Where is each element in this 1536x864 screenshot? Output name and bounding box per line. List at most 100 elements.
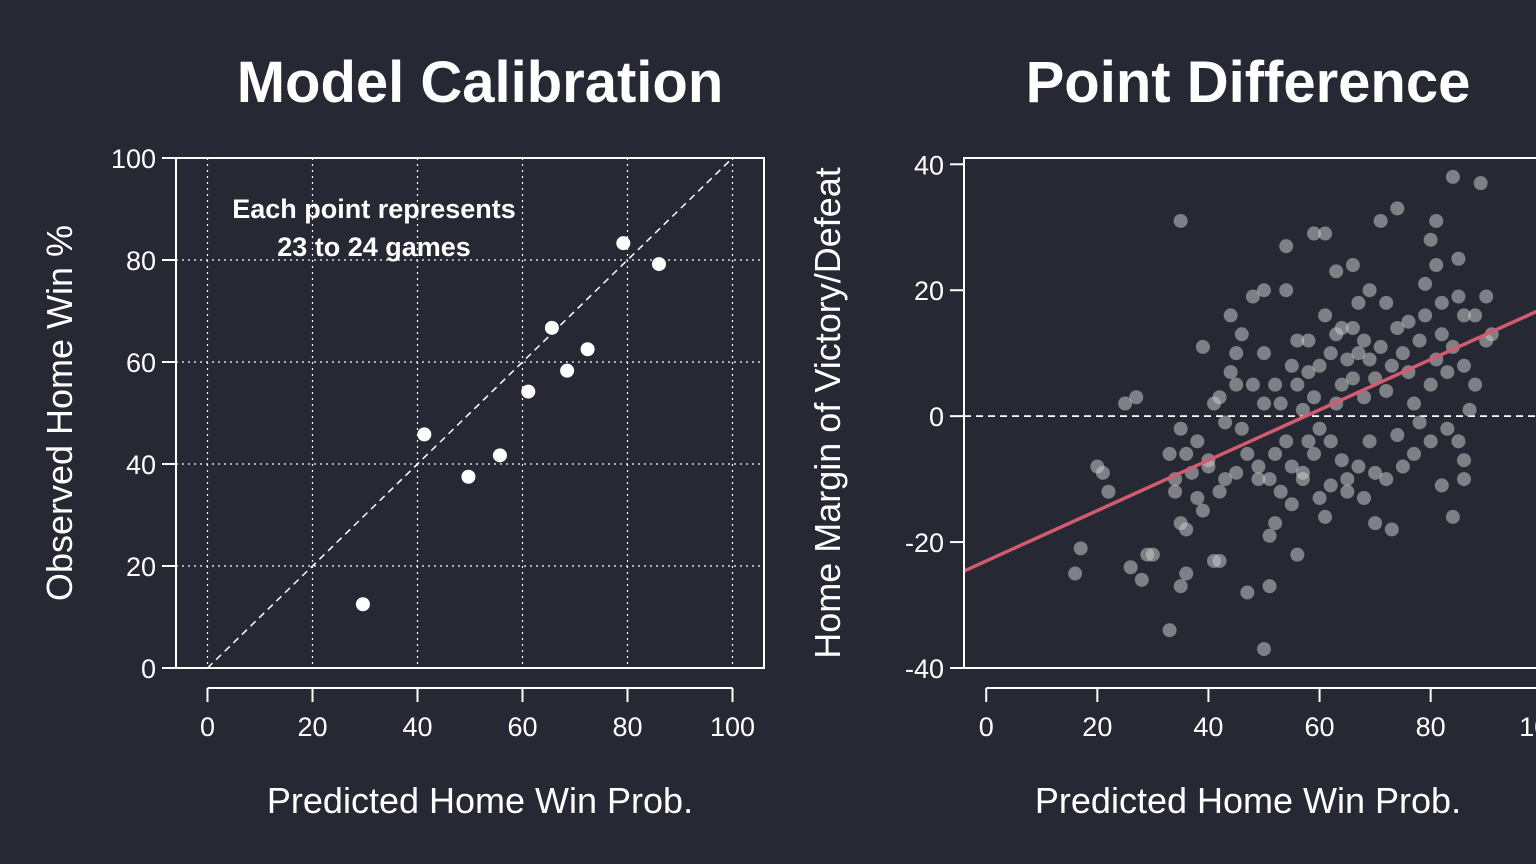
data-point [1123,560,1138,575]
data-point [1379,472,1394,487]
y-tick-label: 0 [141,654,156,684]
y-tick-label: 0 [929,402,944,432]
x-tick-label: 80 [612,712,642,742]
data-point [1401,314,1416,329]
data-point [1301,434,1316,449]
x-tick-label: 80 [1416,712,1446,742]
data-point [1173,213,1188,228]
data-point [1390,428,1405,443]
data-point [1229,465,1244,480]
data-point [560,363,575,378]
data-point [1257,346,1271,361]
data-point [652,257,666,272]
data-point [1418,308,1433,323]
data-point [1245,289,1260,304]
data-point [1434,295,1449,310]
data-point [1212,390,1227,405]
data-point [1284,459,1299,474]
chart-title: Model Calibration [237,50,724,115]
y-tick-label: -20 [905,528,944,558]
data-point [1168,484,1183,499]
data-point [1262,579,1277,594]
x-tick-label: 20 [297,712,327,742]
y-axis-label: Observed Home Win % [39,225,80,601]
data-point [1257,642,1271,657]
data-point [1195,339,1210,354]
data-point [1451,289,1466,304]
data-point [1440,421,1455,436]
data-point [1240,585,1255,600]
data-point [1479,289,1494,304]
data-point [1373,213,1388,228]
data-point [1473,176,1488,191]
data-point [1345,258,1360,273]
data-point [1229,377,1244,392]
data-point [1234,421,1249,436]
data-point [1334,453,1349,468]
data-point [1395,459,1410,474]
data-point [1351,346,1366,361]
y-tick-label: 100 [111,144,156,174]
fit-line [963,309,1536,573]
data-point [1195,503,1210,518]
data-point [1307,446,1321,461]
y-tick-label: 20 [914,276,944,306]
data-point [1268,516,1283,531]
data-point [1390,201,1405,216]
data-point [1423,434,1438,449]
data-point [1312,358,1327,373]
x-tick-label: 60 [1305,712,1335,742]
data-point [1368,465,1383,480]
y-tick-label: 80 [126,246,156,276]
y-tick-label: -40 [905,654,944,684]
calibration-chart: Model Calibration 0 20 40 60 80 100 0 20 40 60 80… [39,50,765,821]
data-point [1295,402,1310,417]
x-tick-label: 100 [1519,712,1536,742]
y-tick-label: 20 [126,552,156,582]
data-point [1257,283,1271,298]
data-point [1307,390,1321,405]
data-point [1240,446,1255,461]
data-point [1412,415,1427,430]
data-point [1279,283,1294,298]
data-point [1290,333,1305,348]
data-point [1323,346,1338,361]
data-point [1345,321,1360,335]
data-point [1340,352,1355,367]
data-point [1329,264,1344,279]
data-point [1301,333,1316,348]
data-point [1262,528,1277,543]
data-point [1334,377,1349,392]
data-point [1234,327,1249,342]
data-point [1223,308,1238,323]
y-axis: -40 -20 0 20 40 [905,150,964,684]
plot-frame [963,157,1536,669]
data-point [1434,478,1449,493]
annotation-line-2: 23 to 24 games [277,232,471,262]
x-tick-label: 100 [710,712,755,742]
data-point [1379,383,1394,398]
data-point [1284,358,1299,373]
data-point [1368,516,1383,531]
data-point [544,320,559,335]
data-point [1118,396,1133,411]
data-point [1095,465,1110,480]
x-axis-label: Predicted Home Win Prob. [1035,780,1461,821]
data-point [1434,327,1449,342]
data-point [1173,579,1188,594]
y-axis: 0 20 40 60 80 100 [111,144,176,684]
data-point [1379,295,1394,310]
data-point [616,236,631,251]
data-point [417,427,432,442]
plot-frame [175,157,765,669]
point-difference-chart: Point Difference -40 -20 0 20 40 0 20 40 60 80 10… [807,50,1536,821]
data-point [1073,541,1088,556]
data-point [1284,497,1299,512]
data-point [1412,333,1427,348]
x-axis: 0 20 40 60 80 100 [200,687,755,742]
y-tick-label: 40 [126,450,156,480]
data-point [1429,213,1444,228]
y-tick-label: 60 [126,348,156,378]
data-point [1190,491,1205,505]
